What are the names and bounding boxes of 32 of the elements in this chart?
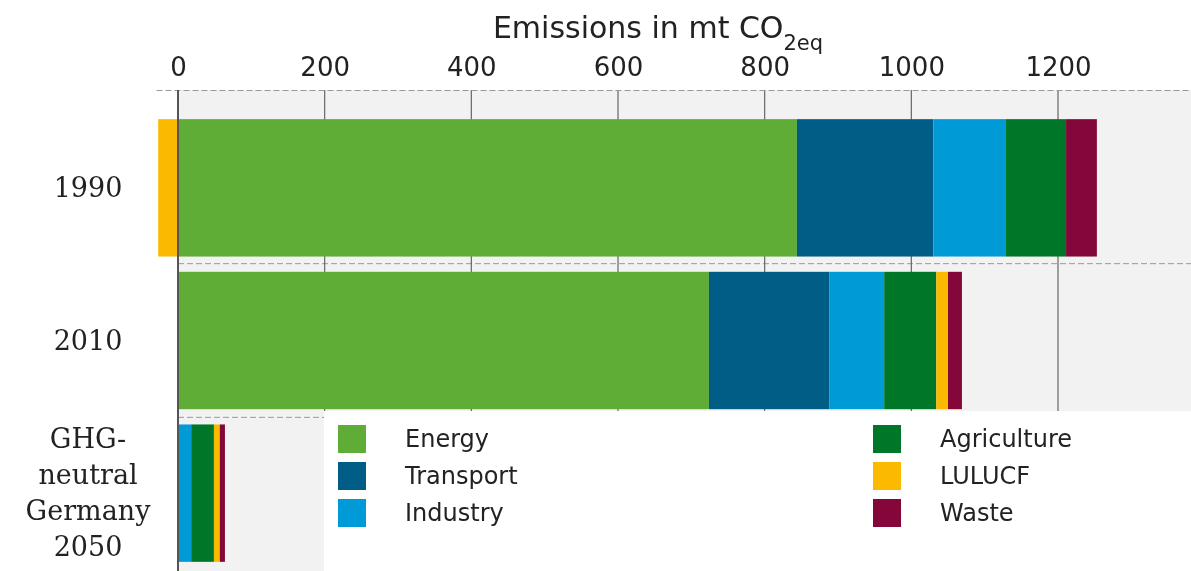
x-tick-label: 400 [447,52,497,82]
x-tick-label: 1200 [1025,52,1092,82]
bar [158,119,178,257]
x-axis-title: Emissions in mt CO$_{2eq}$ [492,10,824,55]
bar [884,271,937,410]
x-tick-label: 0 [170,52,187,82]
legend-label: Energy [405,425,490,453]
bar [1066,119,1097,257]
bar [708,271,830,410]
x-tick-label: 800 [740,52,790,82]
y-tick-label: GHG-neutral Germany 2050 [25,423,152,563]
legend-label: Transport [404,462,518,490]
legend-label: LULUCF [940,462,1031,490]
bar [933,119,1006,257]
legend-label: Agriculture [940,425,1072,453]
bar [213,424,220,562]
x-tick-label: 1000 [878,52,945,82]
bar [219,424,225,562]
bar [178,119,797,257]
y-tick-label: 2010 [53,324,123,356]
y-tick-label: 1990 [53,171,123,203]
bar [936,271,948,410]
bar [829,271,885,410]
legend-label: Waste [940,499,1014,527]
bar [191,424,214,562]
x-tick-label: 600 [593,52,644,82]
legend-label: Industry [405,499,504,527]
bar [796,119,934,257]
x-tick-label: 200 [300,52,350,82]
bar [1005,119,1067,257]
bar [948,271,962,410]
bar [178,424,192,562]
